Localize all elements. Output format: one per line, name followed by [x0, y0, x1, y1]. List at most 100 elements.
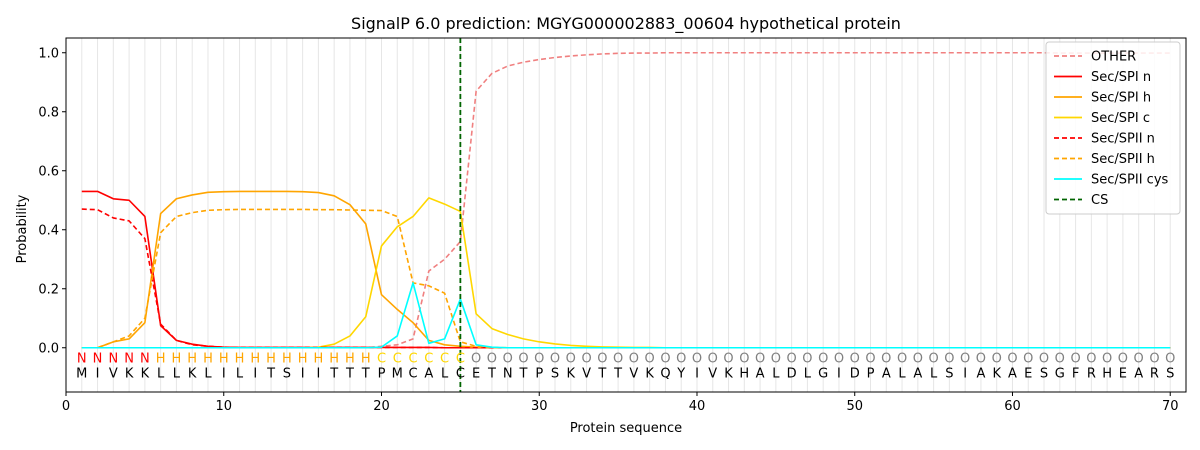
- region-label-letter: O: [913, 352, 923, 367]
- region-label-letter: O: [1086, 352, 1096, 367]
- sequence-letter: I: [96, 366, 100, 381]
- region-label-letter: H: [172, 352, 182, 367]
- x-tick-label: 60: [1004, 399, 1021, 414]
- sequence-letter: P: [378, 366, 386, 381]
- region-label-letter: N: [77, 352, 87, 367]
- region-label-letter: O: [1007, 352, 1017, 367]
- region-label-letter: O: [645, 352, 655, 367]
- region-label-letter: H: [250, 352, 260, 367]
- sequence-letter: S: [945, 366, 953, 381]
- region-label-letter: O: [834, 352, 844, 367]
- chart-title: SignalP 6.0 prediction: MGYG000002883_00…: [351, 14, 901, 34]
- sequence-letter: D: [850, 366, 860, 381]
- region-label-letter: N: [124, 352, 134, 367]
- region-label-letter: O: [692, 352, 702, 367]
- sequence-letter: S: [1040, 366, 1048, 381]
- y-tick-label: 0.4: [38, 223, 59, 238]
- sequence-letter: A: [756, 366, 765, 381]
- sequence-letter: I: [963, 366, 967, 381]
- sequence-letter: K: [188, 366, 197, 381]
- sequence-letter: L: [157, 366, 165, 381]
- region-label-letter: O: [1039, 352, 1049, 367]
- sequence-letter: T: [613, 366, 622, 381]
- x-tick-label: 70: [1162, 399, 1179, 414]
- sequence-letter: M: [76, 366, 87, 381]
- sequence-letter: I: [301, 366, 305, 381]
- region-label-letter: N: [108, 352, 118, 367]
- region-label-letter: H: [235, 352, 245, 367]
- region-label-letter: H: [314, 352, 324, 367]
- region-label-letter: O: [928, 352, 938, 367]
- sequence-letter: A: [976, 366, 985, 381]
- sequence-letter: I: [837, 366, 841, 381]
- sequence-letter: L: [173, 366, 181, 381]
- y-tick-label: 0.0: [38, 341, 59, 356]
- region-label-letter: O: [1134, 352, 1144, 367]
- sequence-letter: Q: [660, 366, 670, 381]
- region-label-letter: O: [566, 352, 576, 367]
- region-label-letter: N: [93, 352, 103, 367]
- region-label-letter: O: [487, 352, 497, 367]
- sequence-letter: L: [772, 366, 780, 381]
- sequence-letter: T: [597, 366, 606, 381]
- sequence-letter: L: [930, 366, 938, 381]
- sequence-letter: I: [253, 366, 257, 381]
- region-label-letter: O: [992, 352, 1002, 367]
- region-label-letter: O: [881, 352, 891, 367]
- region-label-letter: C: [424, 352, 433, 367]
- region-label-letter: O: [1070, 352, 1080, 367]
- region-label-letter: O: [597, 352, 607, 367]
- region-label-letter: O: [723, 352, 733, 367]
- sequence-letter: A: [1008, 366, 1017, 381]
- region-label-letter: O: [976, 352, 986, 367]
- region-label-letter: N: [140, 352, 150, 367]
- sequence-letter: T: [345, 366, 354, 381]
- legend-entry-label: Sec/SPII cys: [1091, 173, 1169, 188]
- sequence-letter: I: [222, 366, 226, 381]
- sequence-letter: R: [1150, 366, 1159, 381]
- sequence-letter: C: [456, 366, 465, 381]
- sequence-letter: L: [898, 366, 906, 381]
- sequence-letter: G: [818, 366, 828, 381]
- sequence-letter: V: [708, 366, 717, 381]
- region-label-letter: H: [203, 352, 213, 367]
- region-label-letter: H: [282, 352, 292, 367]
- region-label-letter: O: [1118, 352, 1128, 367]
- axes-frame: [65, 37, 1187, 393]
- sequence-letter: T: [487, 366, 496, 381]
- region-label-letter: O: [613, 352, 623, 367]
- series-line-other: [81, 51, 1171, 349]
- x-tick-label: 50: [846, 399, 863, 414]
- region-label-letter: H: [187, 352, 197, 367]
- sequence-letter: Y: [676, 366, 685, 381]
- region-label-letter: O: [897, 352, 907, 367]
- region-label-letter: O: [1055, 352, 1065, 367]
- region-label-letter: O: [629, 352, 639, 367]
- region-label-letter: O: [739, 352, 749, 367]
- sequence-letter: E: [1024, 366, 1032, 381]
- sequence-letter: K: [141, 366, 150, 381]
- y-tick-label: 1.0: [38, 46, 59, 61]
- region-label-letter: O: [944, 352, 954, 367]
- legend-entry-label: Sec/SPI c: [1091, 111, 1150, 126]
- sequence-letter: V: [109, 366, 118, 381]
- plot-area: NMNINVNKNKHLHLHKHLHIHLHIHTHSHIHIHTHTHTCP…: [38, 37, 1187, 414]
- sequence-letter: L: [441, 366, 449, 381]
- legend-entry-label: Sec/SPI n: [1091, 70, 1151, 85]
- y-tick-label: 0.6: [38, 164, 59, 179]
- region-label-letter: C: [377, 352, 386, 367]
- region-label-letter: O: [1149, 352, 1159, 367]
- region-label-letter: O: [1102, 352, 1112, 367]
- sequence-letter: T: [361, 366, 370, 381]
- legend-entry-label: OTHER: [1091, 50, 1136, 65]
- region-label-letter: C: [456, 352, 465, 367]
- region-label-letter: O: [708, 352, 718, 367]
- region-label-letter: H: [156, 352, 166, 367]
- sequence-letter: C: [409, 366, 418, 381]
- sequence-letter: L: [236, 366, 244, 381]
- region-label-letter: O: [850, 352, 860, 367]
- region-label-letter: H: [266, 352, 276, 367]
- sequence-letter: I: [316, 366, 320, 381]
- sequence-letter: P: [535, 366, 543, 381]
